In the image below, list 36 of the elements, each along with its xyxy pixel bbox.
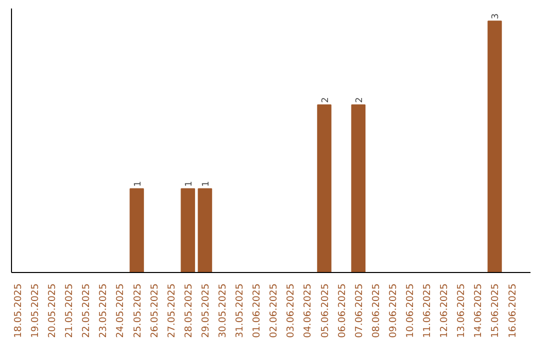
x-tick-label: 29.05.2025 bbox=[200, 283, 212, 338]
x-tick-label: 13.06.2025 bbox=[456, 283, 468, 338]
x-tick-label: 02.06.2025 bbox=[268, 283, 280, 338]
x-tick-label: 10.06.2025 bbox=[404, 283, 416, 338]
x-tick-label: 12.06.2025 bbox=[439, 283, 450, 338]
data-label: 1 bbox=[184, 180, 194, 187]
x-tick-label: 26.05.2025 bbox=[149, 283, 160, 338]
data-label: 1 bbox=[133, 180, 144, 187]
x-tick-label: 30.05.2025 bbox=[218, 283, 228, 338]
x-tick-label: 05.06.2025 bbox=[320, 283, 331, 338]
x-tick-label: 20.05.2025 bbox=[47, 283, 58, 338]
x-tick-label: 04.06.2025 bbox=[302, 283, 314, 338]
x-tick-label: 25.05.2025 bbox=[132, 283, 144, 338]
x-tick-label: 27.05.2025 bbox=[166, 283, 178, 338]
x-tick-label: 18.05.2025 bbox=[12, 283, 24, 338]
data-label: 2 bbox=[354, 97, 365, 103]
x-tick-label: 19.05.2025 bbox=[30, 283, 42, 338]
x-tick-label: 24.05.2025 bbox=[115, 283, 126, 338]
x-tick-label: 22.05.2025 bbox=[81, 283, 92, 338]
x-tick-label: 23.05.2025 bbox=[98, 283, 110, 338]
x-tick-label: 28.05.2025 bbox=[183, 283, 194, 338]
data-label: 3 bbox=[491, 13, 502, 20]
x-tick-label: 06.06.2025 bbox=[336, 283, 348, 338]
data-label: 2 bbox=[320, 97, 331, 103]
x-tick-label: 11.06.2025 bbox=[422, 283, 434, 338]
x-tick-label: 08.06.2025 bbox=[370, 283, 382, 338]
x-tick-label: 09.06.2025 bbox=[388, 283, 399, 338]
x-tick-label: 14.06.2025 bbox=[473, 283, 484, 338]
x-tick-label: 07.06.2025 bbox=[354, 283, 365, 338]
x-tick-label: 03.06.2025 bbox=[286, 283, 297, 338]
data-label: 1 bbox=[201, 180, 212, 187]
x-tick-label: 15.06.2025 bbox=[490, 283, 502, 338]
x-tick-label: 31.05.2025 bbox=[234, 283, 246, 338]
x-tick-label: 16.06.2025 bbox=[507, 283, 518, 338]
x-tick-label: 01.06.2025 bbox=[252, 283, 263, 338]
x-tick-label: 21.05.2025 bbox=[64, 283, 76, 338]
